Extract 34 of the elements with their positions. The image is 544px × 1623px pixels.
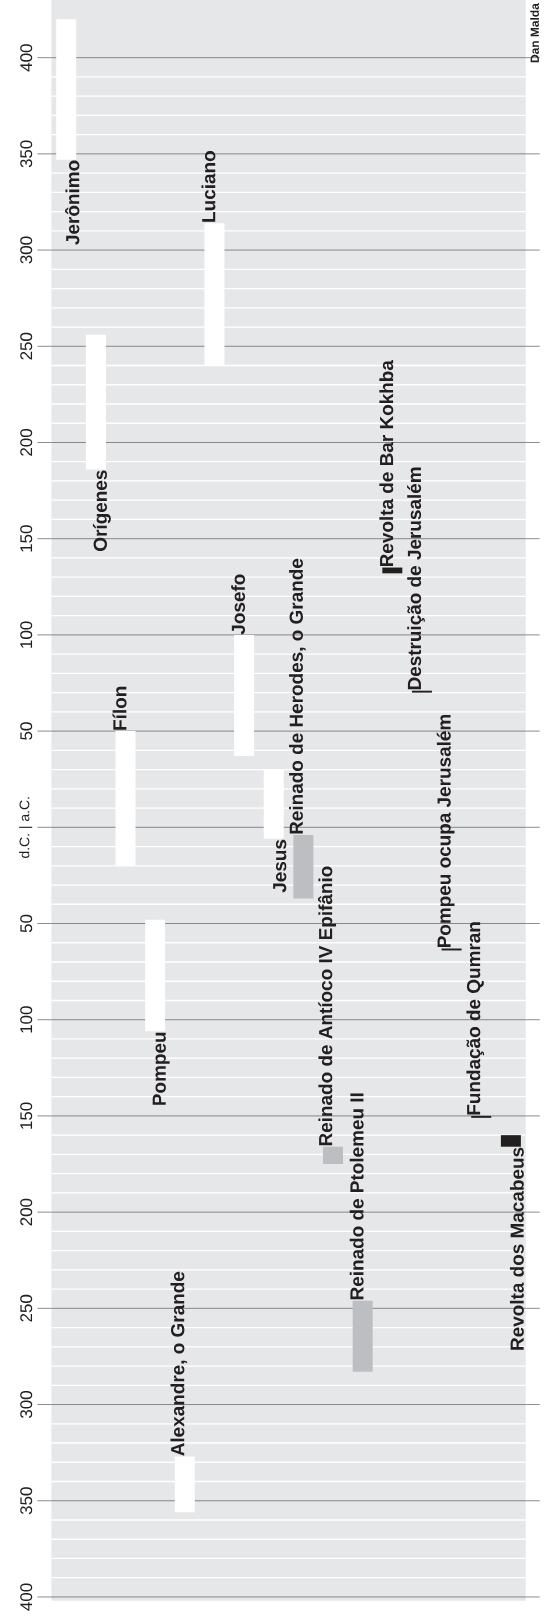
text: Reinado de Ptolemeu II: [349, 1093, 364, 1300]
text: Reinado de Herodes, o Grande: [289, 558, 306, 834]
text: Fundação de Qumran: [466, 922, 485, 1115]
text: Revolta dos Macabeus: [509, 1147, 524, 1350]
y-tick-label: 250: [20, 332, 33, 360]
y-tick-label: 50: [20, 722, 33, 740]
y-tick-label: 200: [20, 1198, 33, 1226]
y-tick-label: 150: [20, 1102, 33, 1129]
text: Jerônimo: [65, 160, 80, 245]
y-tick-label: 250: [20, 1294, 33, 1322]
y-tick-label: d.C. | a.C.: [19, 797, 33, 858]
text: Dan Malda: [530, 3, 539, 63]
y-tick-label: 50: [20, 914, 33, 933]
text: Orígenes: [92, 470, 111, 551]
y-tick-label: 200: [20, 429, 33, 456]
text: Alexandre, o Grande: [170, 1271, 188, 1456]
text: Revolta de Bar Kokhba: [379, 360, 394, 567]
text: Luciano: [201, 151, 216, 222]
text: Destruição de Jerusalém: [407, 467, 425, 690]
y-tick-label: 350: [20, 140, 33, 168]
y-tick-label: 300: [20, 236, 33, 264]
text: Pompeu ocupa Jerusalém: [436, 714, 455, 948]
y-tick-label: 100: [20, 1006, 33, 1033]
y-tick-label: 300: [20, 1391, 33, 1419]
y-tick-label: 150: [20, 525, 33, 552]
text: Fílon: [112, 686, 127, 730]
y-tick-label: 350: [20, 1487, 33, 1515]
text: Reinado de Antíoco IV Epifânio: [317, 866, 337, 1146]
text: Pompeu: [152, 1032, 170, 1105]
y-tick-label: 400: [20, 44, 33, 72]
text: Josefo: [231, 574, 246, 635]
y-tick-label: 100: [20, 621, 33, 648]
y-tick-label: 400: [20, 1583, 33, 1611]
text: Jesus: [273, 839, 287, 893]
